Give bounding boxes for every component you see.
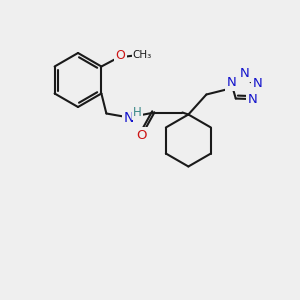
Text: O: O: [136, 129, 147, 142]
Text: H: H: [133, 106, 142, 119]
Text: N: N: [240, 67, 250, 80]
Text: N: N: [253, 77, 263, 90]
Text: N: N: [226, 76, 236, 89]
Text: N: N: [123, 110, 134, 124]
Text: N: N: [247, 93, 257, 106]
Text: CH₃: CH₃: [133, 50, 152, 61]
Text: O: O: [116, 49, 125, 62]
